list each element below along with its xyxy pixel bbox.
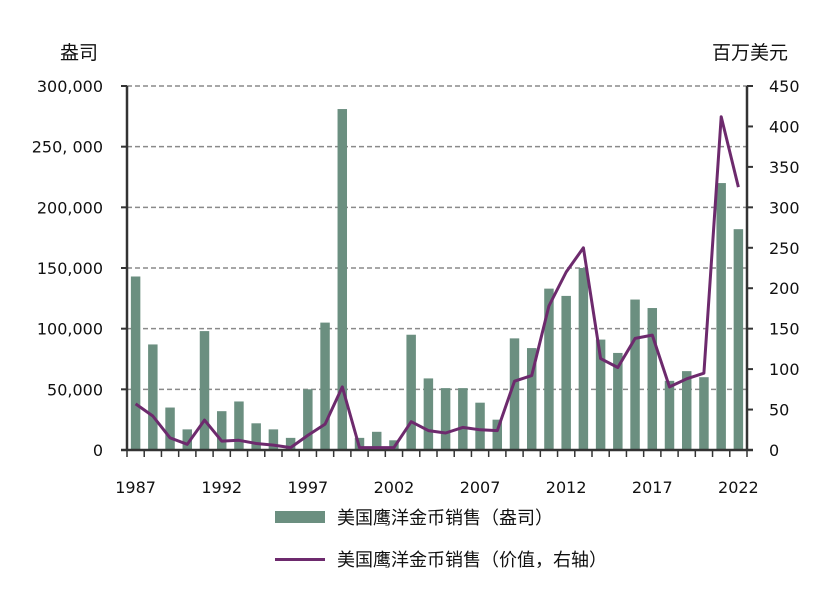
bar — [440, 388, 451, 450]
bar — [182, 429, 193, 450]
bar — [699, 377, 709, 450]
right-tick-label: 250 — [769, 239, 800, 258]
right-tick-label: 350 — [769, 158, 800, 177]
chart: 0 50,000 100,000 150,000 200,000 250, 000 300,… — [32, 77, 800, 497]
x-tick-label: 2007 — [460, 478, 501, 497]
right-tick-label: 100 — [769, 360, 800, 379]
bar — [664, 380, 675, 450]
bar — [647, 308, 658, 450]
bar — [509, 338, 520, 450]
bar — [165, 407, 175, 450]
bar — [406, 334, 416, 450]
bar — [148, 344, 158, 450]
left-tick-label: 250, 000 — [32, 138, 103, 157]
x-tick-label: 2002 — [374, 478, 415, 497]
bar — [595, 339, 606, 450]
bar — [561, 295, 571, 450]
bar — [285, 437, 296, 450]
bar — [130, 276, 141, 450]
bar — [216, 411, 227, 450]
bar — [320, 322, 330, 450]
x-tick-label: 2012 — [546, 478, 587, 497]
x-tick-label: 2022 — [718, 478, 759, 497]
legend: 美国鹰洋金币销售（盎司） 美国鹰洋金币销售（价值，右轴） — [275, 502, 607, 586]
left-tick-label: 0 — [93, 441, 103, 460]
left-tick-label: 100,000 — [37, 320, 103, 339]
bar — [251, 423, 261, 450]
bar — [613, 352, 623, 450]
legend-item-line: 美国鹰洋金币销售（价值，右轴） — [275, 544, 607, 574]
right-tick-label: 150 — [769, 320, 800, 339]
bar — [337, 109, 348, 450]
bar — [423, 378, 434, 450]
bar — [526, 348, 537, 450]
left-tick-label: 50,000 — [47, 380, 103, 399]
right-tick-label: 300 — [769, 198, 800, 217]
left-tick-label: 150,000 — [37, 259, 103, 278]
bar — [371, 431, 382, 450]
bar — [199, 331, 210, 450]
x-tick-label: 1987 — [115, 478, 156, 497]
bar-swatch-icon — [275, 511, 325, 523]
legend-item-bar: 美国鹰洋金币销售（盎司） — [275, 502, 607, 532]
value-line — [134, 115, 740, 450]
right-tick-label: 450 — [769, 77, 800, 96]
x-tick-label: 1997 — [287, 478, 328, 497]
line-swatch-icon — [275, 557, 325, 561]
right-tick-label: 0 — [769, 441, 779, 460]
bar — [268, 429, 279, 450]
bar — [716, 183, 726, 451]
right-tick-label: 50 — [769, 401, 789, 420]
bar — [544, 288, 554, 450]
left-tick-label: 300,000 — [37, 77, 103, 96]
bar — [234, 401, 244, 450]
x-tick-label: 2017 — [632, 478, 673, 497]
bar — [492, 419, 503, 450]
left-axis-title: 盎司 — [60, 42, 99, 64]
right-tick-label: 400 — [769, 117, 800, 136]
legend-bar-label: 美国鹰洋金币销售（盎司） — [337, 508, 553, 529]
right-axis-title: 百万美元 — [712, 42, 789, 64]
bar — [733, 229, 744, 450]
legend-line-label: 美国鹰洋金币销售（价值，右轴） — [337, 550, 607, 571]
bar — [475, 402, 485, 450]
x-tick-label: 1992 — [201, 478, 242, 497]
bar — [681, 371, 692, 450]
bar — [303, 389, 313, 450]
bar — [458, 388, 468, 450]
right-tick-label: 200 — [769, 279, 800, 298]
bar — [578, 268, 589, 450]
left-tick-label: 200,000 — [37, 198, 103, 217]
bar — [630, 299, 640, 450]
